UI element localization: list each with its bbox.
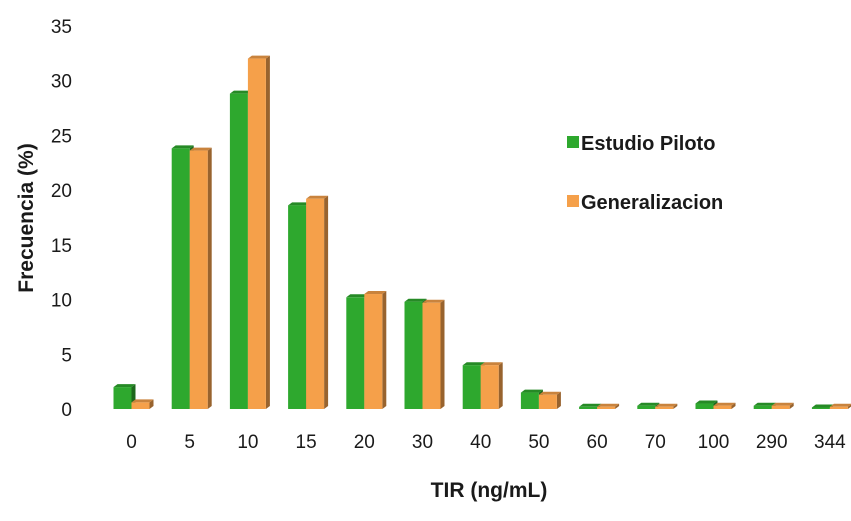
- bar-generalizacion-0: [131, 399, 154, 409]
- bar-generalizacion-344: [829, 403, 851, 409]
- legend-swatch-estudio-piloto: [567, 136, 579, 148]
- y-tick-label: 20: [51, 181, 72, 202]
- y-tick-label: 10: [51, 291, 72, 312]
- legend: Estudio Piloto Generalizacion: [567, 133, 723, 214]
- y-tick-label: 25: [51, 126, 72, 147]
- bar-generalizacion-50: [538, 391, 561, 409]
- x-tick-label: 15: [296, 432, 317, 453]
- x-tick-label: 40: [470, 432, 491, 453]
- bar-generalizacion-60: [597, 403, 620, 409]
- x-axis-title: TIR (ng/mL): [431, 479, 548, 502]
- legend-label-generalizacion: Generalizacion: [581, 192, 723, 214]
- y-tick-label: 5: [61, 345, 72, 366]
- bar-generalizacion-40: [480, 362, 503, 409]
- y-axis-ticks: 0 5 10 15 20 25 30 35: [51, 17, 72, 421]
- bar-generalizacion-15: [306, 195, 329, 409]
- y-tick-label: 35: [51, 17, 72, 38]
- bar-generalizacion-5: [189, 147, 212, 409]
- x-tick-label: 20: [354, 432, 375, 453]
- plot-area: [113, 55, 851, 409]
- x-tick-label: 50: [528, 432, 549, 453]
- x-tick-label: 290: [756, 432, 788, 453]
- x-tick-label: 10: [237, 432, 258, 453]
- bar-generalizacion-290: [771, 402, 794, 409]
- x-tick-label: 344: [814, 432, 846, 453]
- x-tick-label: 70: [645, 432, 666, 453]
- bar-generalizacion-70: [655, 403, 678, 409]
- x-tick-label: 100: [698, 432, 730, 453]
- x-tick-label: 60: [587, 432, 608, 453]
- legend-swatch-generalizacion: [567, 195, 579, 207]
- x-tick-label: 0: [126, 432, 137, 453]
- y-axis-title: Frecuencia (%): [15, 143, 38, 292]
- bar-generalizacion-30: [422, 299, 445, 409]
- x-tick-label: 30: [412, 432, 433, 453]
- y-tick-label: 15: [51, 236, 72, 257]
- bar-generalizacion-20: [364, 291, 387, 409]
- legend-item-estudio-piloto: Estudio Piloto: [567, 133, 715, 155]
- legend-label-estudio-piloto: Estudio Piloto: [581, 133, 715, 155]
- bar-generalizacion-10: [247, 55, 270, 409]
- x-tick-label: 5: [184, 432, 195, 453]
- y-tick-label: 0: [61, 400, 72, 421]
- bar-generalizacion-100: [713, 402, 736, 409]
- x-axis-ticks: 0 5 10 15 20 30 40 50 60 70 100 290 344: [126, 432, 846, 453]
- y-tick-label: 30: [51, 72, 72, 93]
- legend-item-generalizacion: Generalizacion: [567, 192, 723, 214]
